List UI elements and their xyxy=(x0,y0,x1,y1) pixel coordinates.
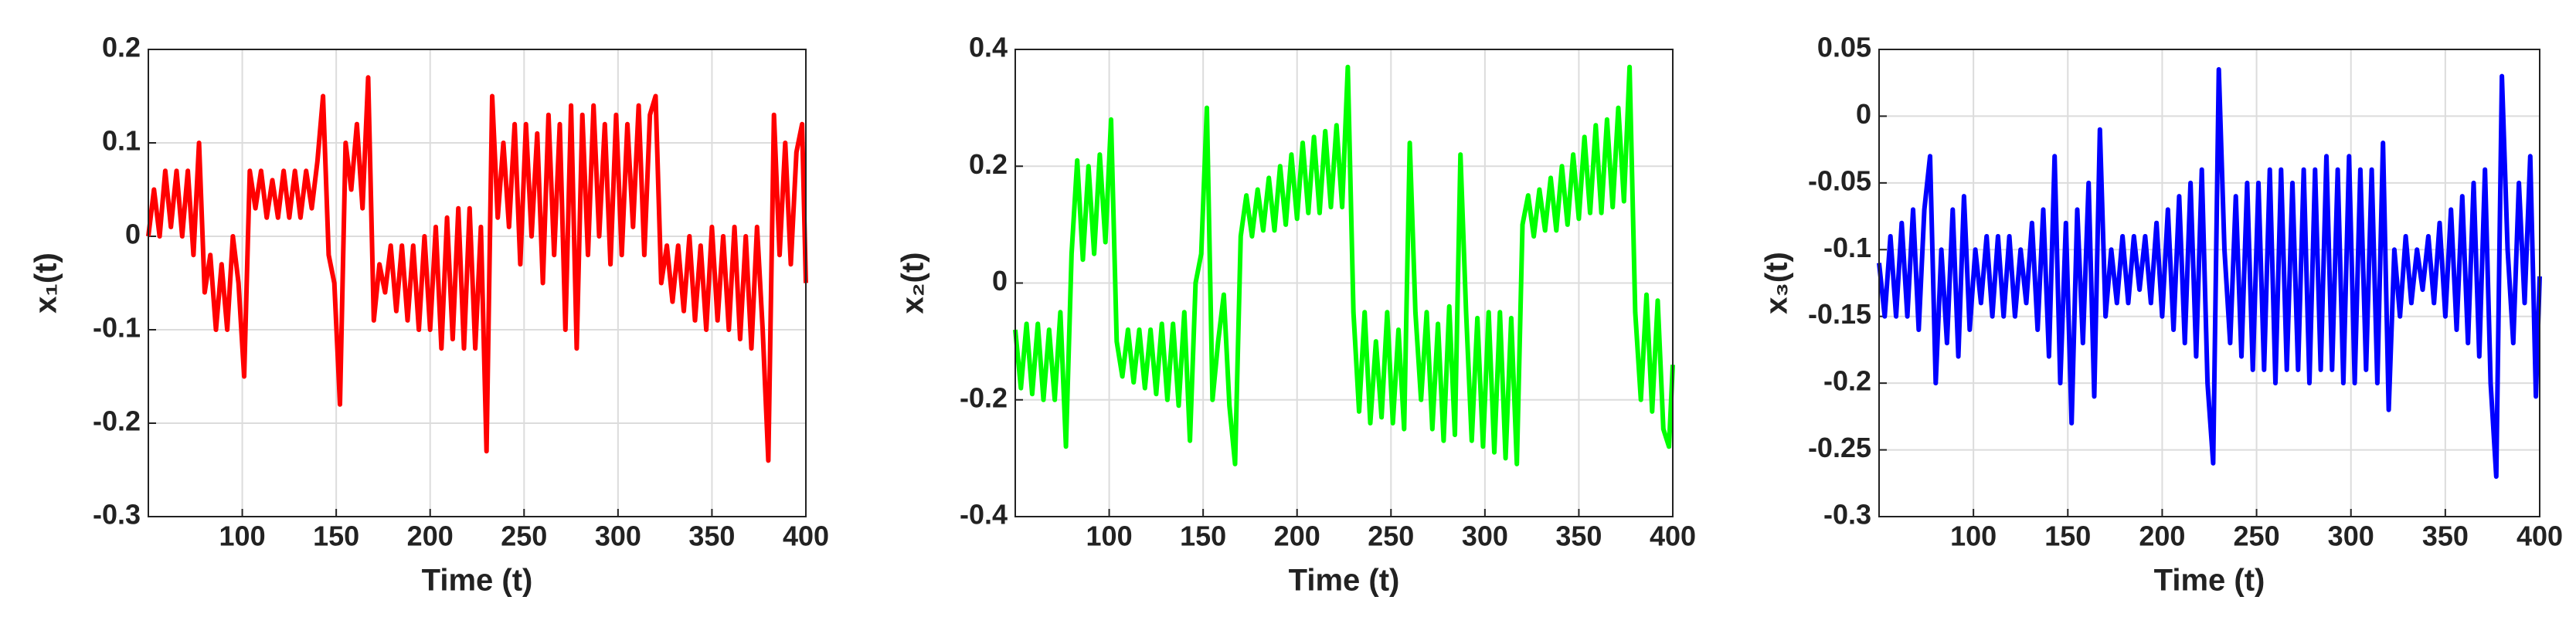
plot-frame xyxy=(148,49,807,517)
y-tick-label: 0.2 xyxy=(969,148,1008,180)
x-axis-label: Time (t) xyxy=(2154,564,2265,598)
x-tick-label: 350 xyxy=(688,520,735,552)
x-tick-label: 300 xyxy=(1462,520,1508,552)
y-tick-label: 0 xyxy=(992,265,1008,297)
x-tick-label: 300 xyxy=(595,520,641,552)
y-tick-label: -0.2 xyxy=(93,405,141,437)
y-tick-label: -0.3 xyxy=(93,499,141,531)
y-axis-label: x₂(t) xyxy=(896,253,930,314)
y-tick-label: -0.15 xyxy=(1808,298,1871,330)
x-tick-label: 100 xyxy=(219,520,266,552)
x-tick-label: 200 xyxy=(407,520,454,552)
x-tick-label: 200 xyxy=(2139,520,2185,552)
data-line xyxy=(1877,66,2542,480)
data-line xyxy=(1013,64,1675,466)
y-tick-label: 0 xyxy=(1856,98,1871,130)
y-tick-label: -0.1 xyxy=(93,312,141,344)
data-line xyxy=(146,75,808,463)
x-tick-label: 400 xyxy=(1650,520,1696,552)
x-tick-label: 250 xyxy=(2234,520,2280,552)
y-tick-label: 0.4 xyxy=(969,32,1008,63)
x-tick-label: 250 xyxy=(1368,520,1414,552)
y-tick-label: 0.05 xyxy=(1817,32,1871,63)
y-tick-label: -0.2 xyxy=(960,381,1008,413)
y-tick-label: -0.2 xyxy=(1823,365,1871,397)
x-tick-label: 200 xyxy=(1274,520,1320,552)
y-tick-label: -0.3 xyxy=(1823,499,1871,531)
y-tick-label: -0.05 xyxy=(1808,164,1871,196)
x-tick-label: 350 xyxy=(1555,520,1602,552)
y-tick-label: -0.1 xyxy=(1823,232,1871,263)
plot-frame xyxy=(1014,49,1674,517)
x-tick-label: 300 xyxy=(2328,520,2374,552)
y-axis-label: x₁(t) xyxy=(29,253,63,314)
y-tick-label: 0.2 xyxy=(102,32,141,63)
x-axis-label: Time (t) xyxy=(1289,564,1400,598)
x-tick-label: 350 xyxy=(2422,520,2469,552)
y-axis-label: x₃(t) xyxy=(1760,252,1794,314)
x-tick-label: 100 xyxy=(1086,520,1133,552)
x-tick-label: 150 xyxy=(313,520,359,552)
y-tick-label: -0.25 xyxy=(1808,432,1871,463)
x-tick-label: 250 xyxy=(501,520,547,552)
x-tick-label: 100 xyxy=(1950,520,1997,552)
x-tick-label: 400 xyxy=(2517,520,2563,552)
x-tick-label: 150 xyxy=(1180,520,1226,552)
y-tick-label: 0.1 xyxy=(102,125,141,157)
x-tick-label: 400 xyxy=(783,520,829,552)
y-tick-label: 0 xyxy=(125,219,141,250)
plot-frame xyxy=(1878,49,2540,517)
y-tick-label: -0.4 xyxy=(960,499,1008,531)
x-tick-label: 150 xyxy=(2044,520,2091,552)
x-axis-label: Time (t) xyxy=(422,564,533,598)
